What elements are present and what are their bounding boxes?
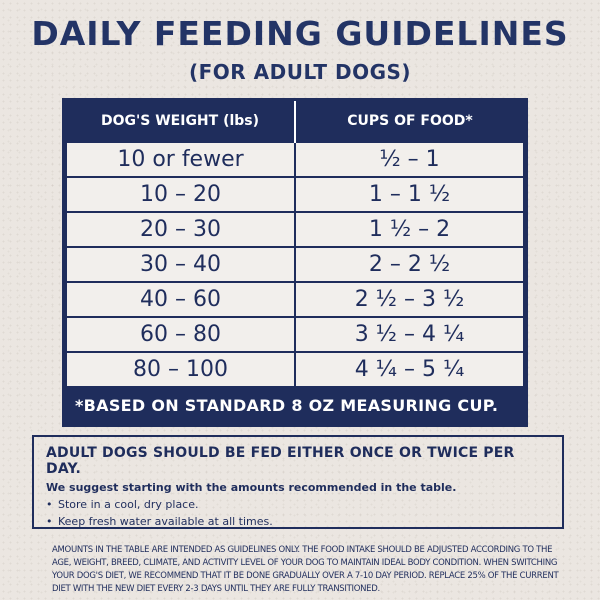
page-subtitle: (FOR ADULT DOGS) [188,60,412,84]
table-row: 10 or fewer ½ – 1 [65,141,525,178]
cups-cell: 3 ½ – 4 ¼ [294,316,525,353]
info-heading: ADULT DOGS SHOULD BE FED EITHER ONCE OR … [46,445,515,477]
table-row: 30 – 40 2 – 2 ½ [65,246,525,283]
cups-cell: 1 – 1 ½ [294,176,525,213]
info-bullet-list: • Store in a cool, dry place. • Keep fresh… [46,498,550,528]
info-suggestion: We suggest starting with the amounts rec… [46,481,457,494]
bullet-text: Store in a cool, dry place. [58,498,199,511]
cups-cell: ½ – 1 [294,141,525,178]
weight-cell: 80 – 100 [65,351,296,388]
bullet-icon: • [46,498,53,511]
list-item: • Store in a cool, dry place. [46,498,550,511]
table-row: 20 – 30 1 ½ – 2 [65,211,525,248]
weight-cell: 10 – 20 [65,176,296,213]
table-footnote: *BASED ON STANDARD 8 OZ MEASURING CUP. [75,396,499,415]
table-row: 60 – 80 3 ½ – 4 ¼ [65,316,525,353]
feeding-table: DOG'S WEIGHT (lbs) CUPS OF FOOD* 10 or f… [62,98,528,427]
cups-cell: 4 ¼ – 5 ¼ [294,351,525,388]
fine-print: AMOUNTS IN THE TABLE ARE INTENDED AS GUI… [52,545,559,594]
table-row: 80 – 100 4 ¼ – 5 ¼ [65,351,525,388]
bullet-icon: • [46,515,53,528]
bullet-text: Keep fresh water available at all times. [58,515,273,528]
page-title: DAILY FEEDING GUIDELINES [31,14,569,53]
feeding-info-box: ADULT DOGS SHOULD BE FED EITHER ONCE OR … [32,435,564,529]
table-row: 40 – 60 2 ½ – 3 ½ [65,281,525,318]
header-weight: DOG'S WEIGHT (lbs) [66,101,296,142]
cups-cell: 1 ½ – 2 [294,211,525,248]
cups-cell: 2 – 2 ½ [294,246,525,283]
weight-cell: 30 – 40 [65,246,296,283]
weight-cell: 10 or fewer [65,141,296,178]
table-row: 10 – 20 1 – 1 ½ [65,176,525,213]
weight-cell: 60 – 80 [65,316,296,353]
cups-cell: 2 ½ – 3 ½ [294,281,525,318]
weight-cell: 20 – 30 [65,211,296,248]
weight-cell: 40 – 60 [65,281,296,318]
header-cups: CUPS OF FOOD* [347,113,473,129]
list-item: • Keep fresh water available at all times… [46,515,550,528]
